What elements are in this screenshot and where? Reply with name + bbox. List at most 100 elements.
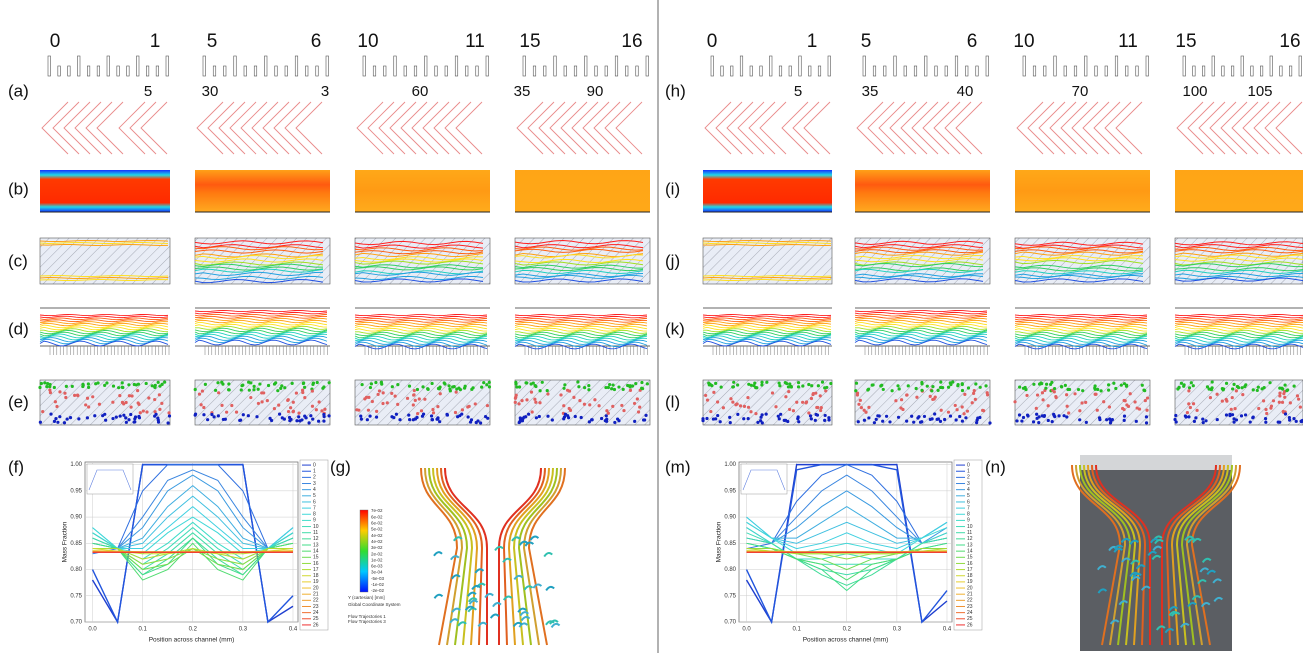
ruler-number: 15 bbox=[1175, 31, 1196, 52]
ruler-tick bbox=[1212, 56, 1215, 76]
particle bbox=[227, 382, 230, 385]
particle bbox=[515, 394, 518, 397]
chevron bbox=[285, 102, 311, 154]
y-axis-title: Mass Fraction bbox=[716, 521, 723, 562]
particle bbox=[413, 389, 416, 392]
particle bbox=[984, 384, 987, 387]
particle bbox=[49, 412, 52, 415]
ruler-tick bbox=[1064, 66, 1067, 76]
particle bbox=[583, 386, 586, 389]
particle bbox=[1065, 393, 1068, 396]
ruler-tick bbox=[146, 66, 149, 76]
colorbar-label: 6e-02 bbox=[371, 520, 383, 525]
particle bbox=[742, 417, 745, 420]
figure: (a)(b)(c)(d)(e)(f)(g)(h)(i)(j)(k)(l)(m)(… bbox=[0, 0, 1303, 653]
particle bbox=[810, 397, 813, 400]
particle bbox=[783, 419, 786, 422]
particle bbox=[1123, 415, 1126, 418]
ruler-tick bbox=[137, 56, 140, 76]
particle bbox=[406, 397, 409, 400]
particle bbox=[564, 413, 567, 416]
particle bbox=[1204, 419, 1207, 422]
particle bbox=[311, 405, 314, 408]
particle bbox=[408, 418, 411, 421]
particle bbox=[527, 413, 530, 416]
particle bbox=[531, 410, 534, 413]
legend-label: 1 bbox=[967, 469, 970, 475]
panel-label: (m) bbox=[665, 457, 690, 476]
legend-label: 13 bbox=[313, 542, 319, 548]
particle bbox=[121, 401, 124, 404]
legend-label: 11 bbox=[313, 530, 318, 536]
y-tick-label: 0.85 bbox=[70, 541, 82, 547]
ruler-tick bbox=[1270, 56, 1273, 76]
particle bbox=[252, 388, 255, 391]
legend-label: 17 bbox=[967, 567, 973, 573]
interface-line bbox=[355, 314, 487, 315]
particle bbox=[436, 405, 439, 408]
particle bbox=[863, 419, 866, 422]
particle bbox=[931, 398, 934, 401]
particle bbox=[1145, 421, 1148, 424]
particle bbox=[101, 414, 104, 417]
particle bbox=[258, 382, 261, 385]
particle bbox=[546, 392, 549, 395]
concentration-field bbox=[1175, 170, 1303, 212]
particle bbox=[228, 388, 231, 391]
particle bbox=[1138, 407, 1141, 410]
particle bbox=[562, 387, 565, 390]
particle bbox=[876, 414, 879, 417]
particle bbox=[812, 392, 815, 395]
particle bbox=[1020, 419, 1023, 422]
ruler-tick bbox=[414, 66, 417, 76]
particle bbox=[739, 404, 742, 407]
ruler-number: 6 bbox=[967, 31, 978, 52]
particle bbox=[816, 406, 819, 409]
particle bbox=[907, 384, 910, 387]
particle bbox=[933, 412, 936, 415]
particle bbox=[370, 382, 373, 385]
particle bbox=[788, 408, 791, 411]
y-tick-label: 0.70 bbox=[724, 620, 736, 626]
particle bbox=[1107, 383, 1110, 386]
particle bbox=[412, 393, 415, 396]
particle bbox=[761, 421, 764, 424]
particle bbox=[1067, 411, 1070, 414]
particle bbox=[115, 416, 118, 419]
particle bbox=[951, 380, 954, 383]
ruler-tick bbox=[945, 66, 948, 76]
particle bbox=[139, 411, 142, 414]
particle bbox=[1251, 416, 1254, 419]
particle bbox=[797, 420, 800, 423]
particle bbox=[206, 418, 209, 421]
colorbar bbox=[360, 510, 368, 592]
ruler-number: 5 bbox=[861, 31, 872, 52]
ruler-tick bbox=[234, 56, 237, 76]
particle bbox=[971, 401, 974, 404]
particle bbox=[398, 418, 401, 421]
colorbar-label: -1e-02 bbox=[371, 582, 385, 587]
particle bbox=[1264, 408, 1267, 411]
particle bbox=[1244, 413, 1247, 416]
particle bbox=[112, 384, 115, 387]
colorbar-label: 1e-02 bbox=[371, 557, 383, 562]
y-tick-label: 0.85 bbox=[724, 541, 736, 547]
ruler-tick bbox=[1074, 66, 1077, 76]
particle bbox=[249, 396, 252, 399]
particle bbox=[882, 388, 885, 391]
period-number: 70 bbox=[1072, 83, 1089, 100]
particle bbox=[328, 381, 331, 384]
interface-line bbox=[1175, 320, 1303, 322]
particle bbox=[1065, 415, 1068, 418]
particle bbox=[1225, 398, 1228, 401]
ruler-tick bbox=[306, 66, 309, 76]
particle bbox=[1096, 409, 1099, 412]
colorbar-label: 5e-02 bbox=[371, 527, 383, 532]
particle bbox=[563, 383, 566, 386]
particle bbox=[1077, 388, 1080, 391]
ruler-tick bbox=[394, 56, 397, 76]
particle bbox=[716, 400, 719, 403]
particle bbox=[303, 396, 306, 399]
particle bbox=[418, 397, 421, 400]
ruler-tick bbox=[156, 66, 159, 76]
